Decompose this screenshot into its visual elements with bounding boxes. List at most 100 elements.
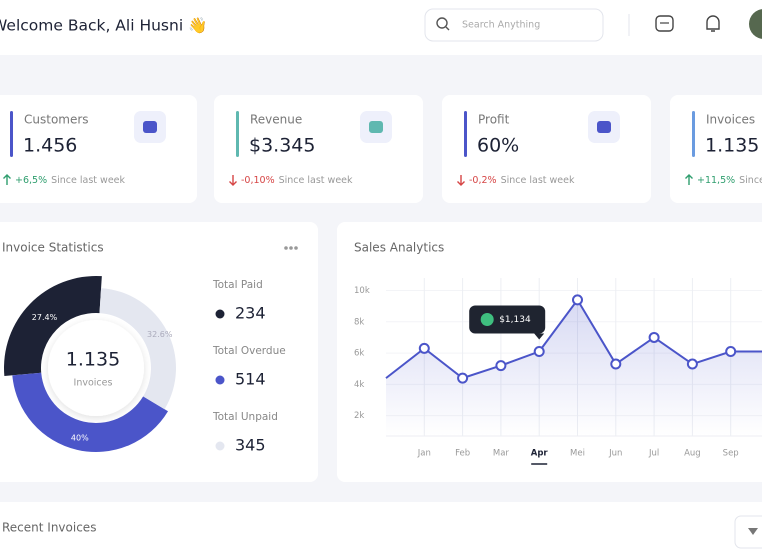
change-note: Since last week: [279, 175, 353, 186]
tooltip-pointer: [534, 333, 545, 340]
accent-bar: [464, 111, 467, 157]
y-tick-label: 10k: [354, 286, 370, 296]
x-tick-label: Jun: [608, 449, 622, 459]
welcome-title: Welcome Back, Ali Husni 👋: [0, 17, 207, 35]
donut-slice: [12, 372, 169, 452]
stat-value: 1.456: [23, 135, 77, 157]
x-tick-label: Mar: [493, 449, 510, 459]
point: [533, 346, 545, 358]
x-tick-label: Jul: [648, 449, 659, 459]
trend-arrow: [457, 175, 465, 186]
search-icon: [445, 26, 450, 31]
point: [725, 346, 737, 358]
x-tick-label: Apr: [531, 449, 549, 459]
trend-arrow: [229, 175, 237, 186]
slice-label: 40%: [71, 434, 89, 443]
x-tick-label: Aug: [684, 449, 701, 459]
tooltip-text: $1,134: [499, 315, 531, 325]
stat-icon-glyph: [143, 121, 157, 133]
accent-bar: [10, 111, 13, 157]
legend-label: Total Unpaid: [212, 411, 278, 423]
stat-label: Profit: [478, 113, 510, 127]
stat-label: Customers: [24, 113, 89, 127]
legend: Total Paid 234 Total Overdue 514 Total Unpai…: [212, 279, 286, 455]
x-tick-label: Jan: [417, 449, 431, 459]
trend-arrow: [3, 174, 11, 185]
trend-arrow: [685, 174, 693, 185]
donut-slice: [3, 276, 102, 377]
stat-icon-glyph: [597, 121, 611, 133]
slice-label: 32.6%: [147, 330, 173, 339]
card-title: Sales Analytics: [354, 241, 444, 255]
legend-dot: [215, 309, 225, 319]
accent-bar: [692, 111, 695, 157]
line-chart: 2k4k6k8k10kJanFebMarAprMeiJunJulAugSepOc…: [354, 278, 762, 465]
stat-card: [442, 95, 651, 203]
change-value: +6,5%: [15, 175, 47, 186]
stat-card: [214, 95, 423, 203]
search-placeholder: Search Anything: [462, 20, 540, 31]
stat-cards: Customers 1.456 +6,5% Since last week Revenu…: [0, 95, 762, 203]
change-value: +11,5%: [697, 175, 735, 186]
point: [457, 372, 469, 384]
stat-change: -0,2% Since last week: [469, 175, 575, 186]
donut-center: [48, 320, 144, 416]
card-title: Invoice Statistics: [2, 241, 104, 255]
legend-label: Total Paid: [212, 279, 263, 291]
donut-slice: [99, 288, 176, 410]
y-tick-label: 6k: [354, 349, 364, 359]
messages-button[interactable]: [655, 15, 674, 32]
header-bar: [0, 0, 762, 55]
stat-value: 1.135: [705, 135, 759, 157]
stat-label: Revenue: [250, 113, 302, 127]
donut-chart: 27.4% 40% 32.6%: [3, 276, 176, 452]
legend-label: Total Overdue: [212, 345, 286, 357]
y-tick-label: 4k: [354, 380, 364, 390]
point: [648, 331, 660, 343]
legend-value: 514: [235, 370, 266, 389]
more-button[interactable]: [284, 246, 298, 250]
stat-value: 60%: [477, 135, 519, 157]
point: [572, 294, 583, 306]
search-box[interactable]: [424, 8, 604, 42]
y-tick-label: 2k: [354, 411, 364, 421]
x-tick-label: Sep: [723, 449, 739, 459]
change-note: Since last week: [739, 175, 762, 186]
slice-label: 27.4%: [32, 313, 58, 322]
legend-dot: [215, 375, 225, 385]
filter-button[interactable]: [734, 515, 762, 549]
recent-invoices-card: [0, 502, 762, 560]
center-value: 1.135: [66, 349, 120, 371]
search-icon: [436, 17, 448, 29]
change-value: -0,2%: [469, 175, 497, 186]
change-note: Since last week: [501, 175, 575, 186]
center-label: Invoices: [74, 378, 113, 389]
legend-value: 234: [235, 304, 266, 323]
area: [386, 299, 762, 436]
stat-change: +11,5% Since last week: [697, 175, 762, 186]
change-note: Since last week: [51, 175, 125, 186]
point: [610, 358, 622, 370]
stat-icon-glyph: [369, 121, 383, 133]
stat-change: +6,5% Since last week: [15, 175, 126, 186]
card-title: Recent Invoices: [2, 521, 96, 535]
notifications-button[interactable]: [706, 15, 720, 32]
tooltip-icon: [480, 313, 494, 327]
stat-change: -0,10% Since last week: [241, 175, 353, 186]
y-tick-label: 8k: [354, 317, 364, 327]
legend-value: 345: [235, 436, 266, 455]
accent-bar: [236, 111, 239, 157]
filter-icon: [748, 528, 758, 535]
point: [686, 358, 698, 370]
tooltip: [469, 305, 546, 334]
x-tick-label: Mei: [570, 449, 585, 459]
avatar[interactable]: [749, 9, 762, 39]
point: [495, 360, 507, 372]
change-value: -0,10%: [241, 175, 275, 186]
point: [418, 342, 430, 354]
legend-dot: [215, 441, 225, 451]
x-tick-label: Feb: [455, 449, 470, 459]
stat-value: $3.345: [249, 135, 315, 157]
